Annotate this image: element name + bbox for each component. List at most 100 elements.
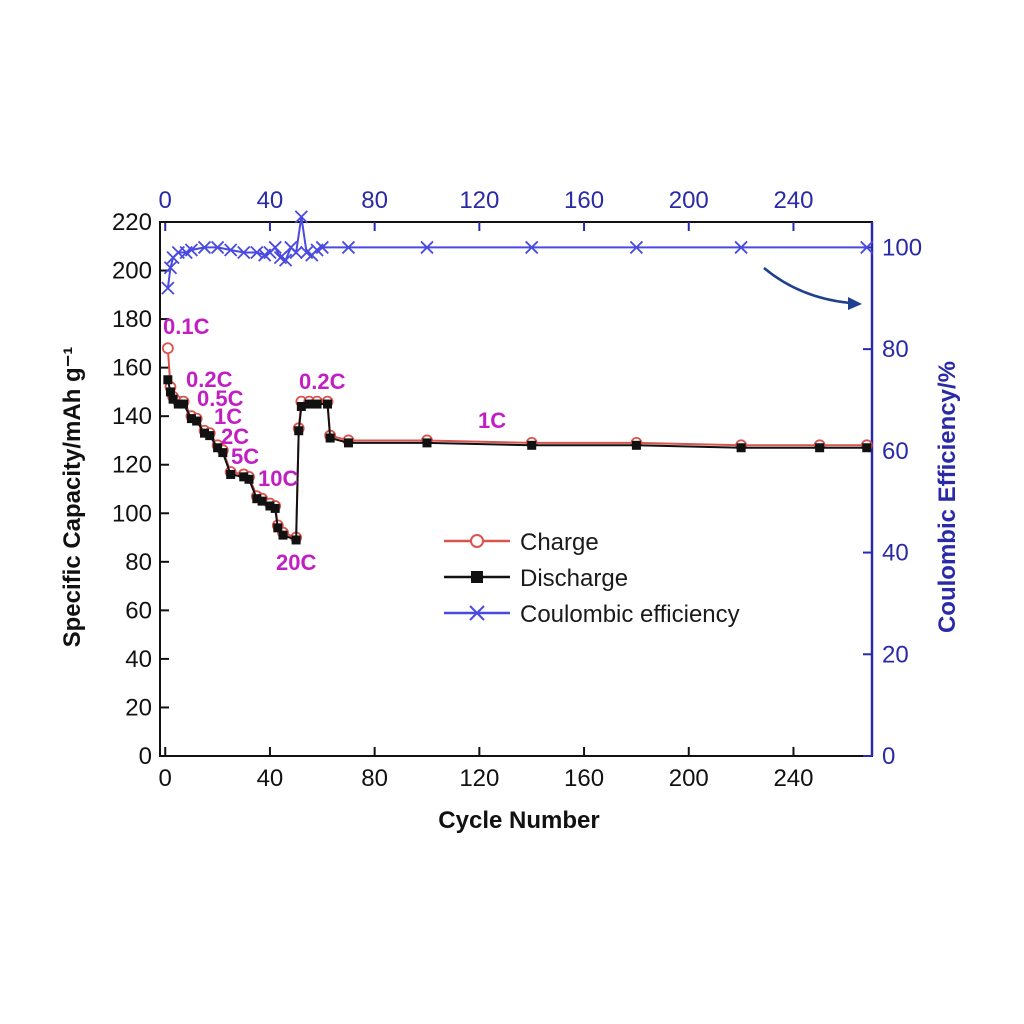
y2-tick-label: 60 [882,438,909,465]
coulombic-efficiency-point [161,281,175,295]
y-tick-label: 120 [112,452,152,479]
coulombic-efficiency-point [315,240,329,255]
rate-label: 5C [231,444,259,469]
y2-tick-label: 20 [882,641,909,668]
discharge-point [270,503,280,513]
discharge-point [173,399,183,409]
discharge-point [815,443,825,453]
discharge-point [192,416,202,426]
charge-point [161,342,174,355]
coulombic-efficiency-point [294,210,308,224]
coulombic-efficiency-point [629,240,644,255]
y2-tick-label: 100 [882,234,922,261]
discharge-point [239,472,249,482]
discharge-point [163,375,173,385]
coulombic-efficiency-point [210,240,225,255]
discharge-point [265,501,275,511]
x-tick-label: 0 [159,765,172,792]
x2-tick-label: 160 [564,187,604,214]
y-tick-label: 40 [125,646,152,673]
discharge-point [278,530,288,540]
discharge-point [205,431,215,441]
coulombic-efficiency-point [289,245,303,260]
y-tick-label: 0 [139,743,152,770]
discharge-point [213,443,223,453]
series-layer [161,210,874,545]
discharge-point [304,399,314,409]
y-tick-label: 140 [112,403,152,430]
y2-axis-title: Coulombic Efficiency/% [934,361,961,633]
y-tick-label: 220 [112,209,152,236]
rate-label: 1C [478,408,506,433]
rate-label: 2C [221,424,249,449]
coulombic-efficiency-point [224,243,238,257]
x2-tick-label: 40 [257,187,284,214]
coulombic-efficiency-point [420,240,434,255]
discharge-point [422,438,432,448]
x-axis-title: Cycle Number [438,807,599,834]
coulombic-efficiency-point [163,261,178,275]
rate-label: 10C [258,466,298,491]
y-tick-label: 160 [112,355,152,382]
legend-charge-label: Charge [520,529,599,556]
discharge-point [736,443,746,453]
y-tick-label: 20 [125,694,152,721]
rate-label: 0.2C [186,367,233,392]
rate-label: 0.1C [163,314,210,339]
legend: Charge Discharge Coulombic efficiency [444,529,740,628]
coulombic-efficiency-point [237,245,251,260]
discharge-point [323,399,333,409]
discharge-point [257,496,267,506]
x-tick-label: 160 [564,765,604,792]
coulombic-efficiency-point [734,240,748,255]
y-tick-label: 180 [112,306,152,333]
y2-tick-label: 0 [882,743,895,770]
coulombic-efficiency-point [341,240,356,255]
x2-tick-label: 0 [159,187,172,214]
x-tick-label: 240 [773,765,813,792]
discharge-point [244,474,254,484]
coulombic-efficiency-point [860,240,874,255]
discharge-point [186,414,196,424]
legend-coulombic-label: Coulombic efficiency [520,601,740,628]
axis-arrow-head [848,297,862,310]
discharge-point [252,494,262,504]
x-tick-label: 200 [669,765,709,792]
discharge-point [218,448,228,458]
rate-label: 0.5C [197,386,244,411]
y2-tick-label: 80 [882,336,909,363]
axes-layer: 0040408080120120160160200200240240020406… [112,187,922,792]
coulombic-efficiency-point [279,253,293,267]
x2-tick-label: 120 [459,187,499,214]
discharge-point [294,426,304,436]
y2-tick-label: 40 [882,540,909,567]
x-tick-label: 40 [257,765,284,792]
discharge-point [325,433,335,443]
legend-charge-marker [470,534,484,548]
discharge-point [343,438,353,448]
discharge-point [862,443,872,453]
y-tick-label: 200 [112,258,152,285]
legend-discharge-marker [471,571,483,583]
discharge-point [527,440,537,450]
coulombic-efficiency-point [250,245,264,260]
rate-label: 20C [276,550,316,575]
discharge-point [168,394,178,404]
coulombic-efficiency-point [525,240,539,255]
x-tick-label: 120 [459,765,499,792]
y-tick-label: 60 [125,597,152,624]
x2-tick-label: 80 [361,187,388,214]
y-tick-label: 100 [112,500,152,527]
discharge-point [179,399,189,409]
x2-tick-label: 200 [669,187,709,214]
x-tick-label: 80 [361,765,388,792]
rate-label: 1C [214,404,242,429]
legend-discharge-label: Discharge [520,565,628,592]
discharge-point [291,535,301,545]
coulombic-efficiency-point [268,240,282,255]
y-axis-title: Specific Capacity/mAh g⁻¹ [59,347,86,648]
axis-arrow [763,267,851,305]
legend-coulombic-marker [469,605,485,621]
